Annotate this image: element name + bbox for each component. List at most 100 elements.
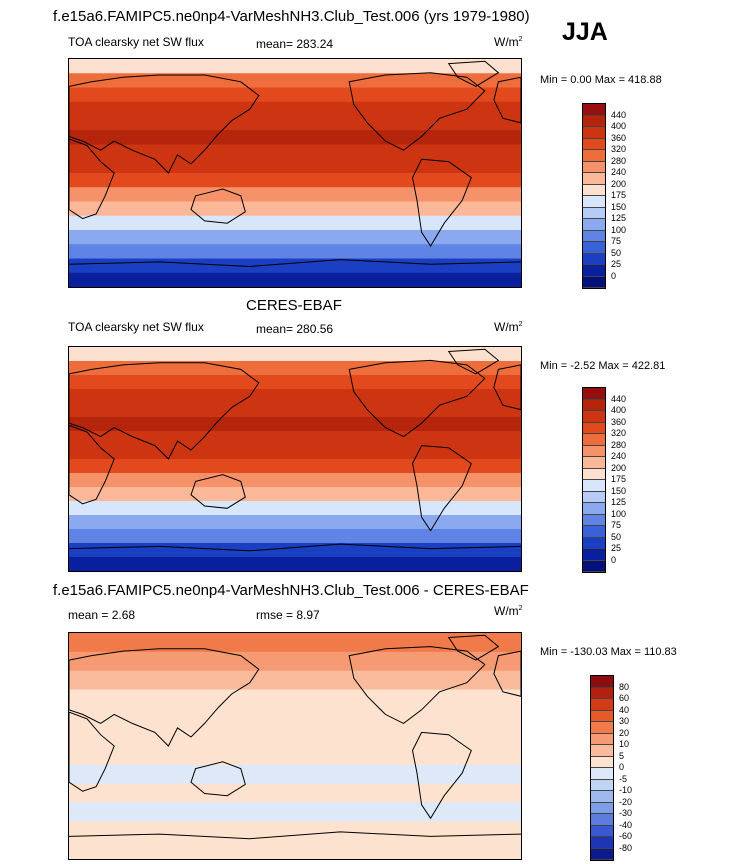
panel3-minmax: Min = -130.03 Max = 110.83 [540, 646, 677, 658]
coastline [493, 364, 521, 411]
coastline [69, 259, 521, 268]
colorbar-cell [583, 196, 605, 208]
panel3-map [68, 632, 522, 860]
colorbar-tick-label: 280 [611, 439, 627, 450]
colorbar-cell [583, 265, 605, 277]
field-band [69, 244, 521, 260]
field-band [69, 258, 521, 274]
panel1-colorbar: 440 400 360 320 280 240 200 175 150 125 100 75 50 25 0 [582, 103, 626, 289]
coastline [69, 543, 521, 552]
diff-title: f.e15a6.FAMIPC5.ne0np4-VarMeshNH3.Club_T… [53, 582, 529, 599]
colorbar-cell [591, 768, 613, 780]
field-band [69, 431, 521, 446]
colorbar-tick-label: 440 [611, 393, 627, 404]
colorbar-cell [583, 242, 605, 254]
colorbar-cell [591, 756, 613, 768]
coastline [493, 650, 521, 697]
field-band [69, 130, 521, 146]
colorbar-cell [591, 791, 613, 803]
field-band [69, 201, 521, 217]
main-title: f.e15a6.FAMIPC5.ne0np4-VarMeshNH3.Club_T… [53, 8, 530, 25]
field-band [69, 417, 521, 432]
panel1-variable: TOA clearsky net SW flux [68, 35, 204, 49]
panel1-mean: mean= 283.24 [256, 37, 334, 51]
field-band [69, 783, 521, 804]
colorbar-cell [583, 422, 605, 434]
field-band [69, 727, 521, 747]
colorbar-tick-label: 50 [611, 247, 622, 258]
colorbar-cell [583, 184, 605, 196]
field-band [69, 187, 521, 203]
coastline [69, 831, 521, 840]
coastline [411, 158, 472, 247]
colorbar-tick-label: 320 [611, 428, 627, 438]
field-band [69, 158, 521, 174]
field-band [69, 445, 521, 460]
field-band [69, 557, 521, 571]
colorbar-cell [583, 150, 605, 162]
coastline [348, 646, 486, 724]
panel3-units: W/m2 [494, 604, 523, 618]
field-band [69, 473, 521, 488]
field-band [69, 403, 521, 418]
coastline [348, 72, 486, 151]
panel2-variable: TOA clearsky net SW flux [68, 320, 204, 334]
colorbar-tick-label: 5 [619, 750, 625, 761]
field-band [69, 501, 521, 516]
colorbar-cell [583, 219, 605, 231]
colorbar-cell [591, 837, 613, 849]
colorbar-tick-label: 400 [611, 405, 627, 415]
colorbar-cell [583, 526, 605, 538]
colorbar-tick-label: 30 [619, 716, 630, 726]
panel3-mean: mean = 2.68 [68, 608, 136, 622]
colorbar-tick-label: -20 [619, 796, 633, 807]
coastline [447, 634, 500, 661]
colorbar-cell [583, 491, 605, 503]
field-band [69, 487, 521, 502]
coastline [190, 761, 246, 797]
colorbar-tick-label: -10 [619, 785, 633, 795]
panel2-colorbar: 440 400 360 320 280 240 200 175 150 125 100 75 50 25 0 [582, 387, 626, 573]
colorbar-cell [583, 457, 605, 469]
colorbar-tick-label: 280 [611, 155, 627, 166]
colorbar-tick-label: 20 [619, 727, 630, 738]
field-band [69, 215, 521, 231]
obs-title: CERES-EBAF [246, 297, 342, 314]
colorbar-tick-label: 440 [611, 109, 627, 120]
colorbar-tick-label: 25 [611, 543, 622, 553]
field-band [69, 515, 521, 530]
panel1-map-field [69, 59, 521, 287]
field-band [69, 375, 521, 390]
colorbar-tick-label: 150 [611, 201, 627, 212]
colorbar-tick-label: 80 [619, 681, 630, 692]
panel2-map [68, 346, 522, 572]
colorbar-cell [583, 207, 605, 219]
colorbar-tick-label: -5 [619, 773, 628, 784]
colorbar-tick-label: 0 [619, 762, 625, 772]
colorbar-tick-label: 200 [611, 178, 627, 189]
colorbar-cell [591, 687, 613, 699]
colorbar-cell [583, 434, 605, 446]
colorbar-cell [583, 230, 605, 242]
colorbar-tick-label: 100 [611, 508, 627, 519]
colorbar-tick-label: 75 [611, 520, 622, 530]
field-band [69, 73, 521, 89]
panel3-colorbar: 80 60 40 30 20 10 5 0 -5 -10 -20 -30 -40 -60 -80 [590, 675, 632, 861]
colorbar-cell [591, 802, 613, 814]
colorbar-tick-label: 125 [611, 213, 627, 223]
colorbar-cell [583, 253, 605, 265]
field-band [69, 59, 521, 74]
coastline [69, 648, 260, 747]
coastline [411, 445, 472, 532]
coastline [69, 74, 260, 174]
field-band [69, 802, 521, 822]
season-label: JJA [562, 18, 608, 46]
colorbar-cell [591, 699, 613, 711]
colorbar-cell [591, 825, 613, 837]
colorbar-tick-label: 10 [619, 739, 630, 749]
colorbar-tick-label: 50 [611, 531, 622, 542]
colorbar-cell [583, 549, 605, 561]
coastline [348, 359, 486, 438]
colorbar-cell [591, 733, 613, 745]
colorbar-cell [591, 676, 613, 688]
